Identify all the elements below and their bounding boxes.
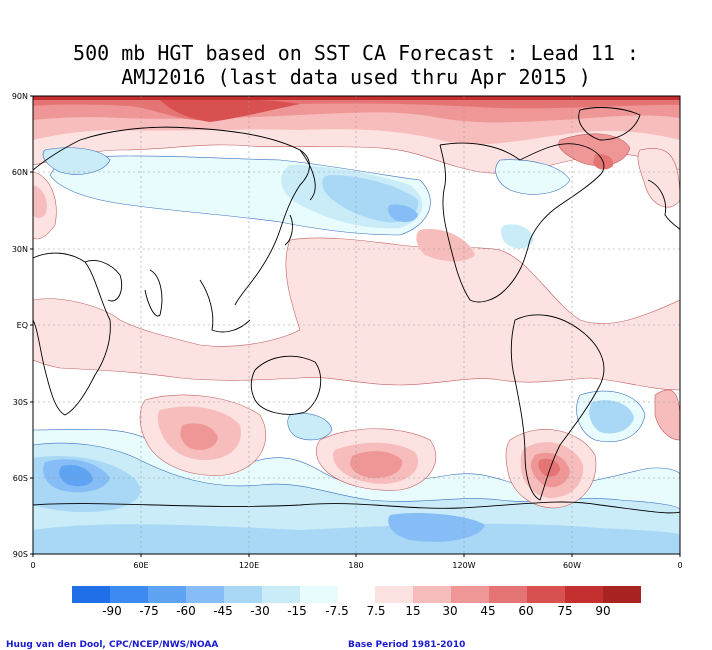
colorbar-swatch [489, 586, 528, 603]
colorbar-label: 30 [442, 604, 458, 618]
sh-negative-60 [59, 464, 93, 487]
europe-west-coast [647, 179, 680, 231]
colorbar-label: 60 [518, 604, 534, 618]
colorbar-label: -75 [139, 604, 159, 618]
colorbar-swatch [375, 586, 414, 603]
colorbar-swatch [147, 586, 187, 603]
map-title-line-2: AMJ2016 (last data used thru Apr 2015 ) [121, 65, 591, 89]
colorbar-label: 45 [480, 604, 496, 618]
colorbar-swatch [451, 586, 490, 603]
greenland-coast [578, 107, 641, 141]
lat-label-60s: 60S [13, 474, 28, 483]
indian-ocean-positive-30 [180, 423, 218, 450]
lon-label-120e: 120E [239, 561, 259, 570]
colorbar-swatch [261, 586, 301, 603]
tropical-positive-band [33, 237, 680, 391]
colorbar-label: -15 [287, 604, 307, 618]
map-title-line-1: 500 mb HGT based on SST CA Forecast : Le… [73, 41, 639, 65]
colorbar-label: 15 [405, 604, 421, 618]
south-america-coast [510, 314, 605, 501]
north-america-coast [439, 142, 605, 303]
colorbar-swatch [109, 586, 149, 603]
colorbar-swatch [413, 586, 452, 603]
south-pacific-positive-30 [350, 451, 403, 478]
arctic-band-75 [160, 98, 300, 122]
colorbar-swatch [299, 586, 339, 603]
author-credit: Huug van den Dool, CPC/NCEP/NWS/NOAA [6, 640, 219, 650]
lat-label-eq: EQ [17, 321, 28, 330]
lat-label-30n: 30N [12, 245, 28, 254]
anomaly-shading [33, 96, 680, 554]
sh-negative-45b [388, 513, 485, 542]
central-pacific-15 [416, 229, 475, 262]
east-atlantic-positive [654, 389, 680, 441]
colorbar-swatch [337, 586, 376, 603]
kamchatka-coast [299, 149, 316, 201]
india-coast [144, 269, 163, 317]
colorbar-swatch [603, 586, 642, 603]
colorbar-label: -30 [250, 604, 270, 618]
lon-label-0: 0 [30, 561, 35, 570]
colorbar-swatch [527, 586, 566, 603]
europe-positive-core [33, 185, 47, 219]
colorbar-swatch [223, 586, 263, 603]
colorbar-label: 90 [595, 604, 611, 618]
colorbar-swatch [72, 586, 111, 603]
arabia-coast [84, 260, 123, 302]
lon-label-0-east: 0 [677, 561, 682, 570]
na-negative-2 [500, 224, 534, 249]
lon-label-120w: 120W [452, 561, 475, 570]
greenland-positive [558, 133, 631, 167]
axis-ticks [30, 95, 681, 557]
lat-label-90n: 90N [12, 92, 28, 101]
se-asia-coast [199, 279, 251, 333]
lon-label-60e: 60E [133, 561, 148, 570]
south-america-positive-45 [538, 458, 560, 477]
coastlines [33, 107, 680, 514]
sh-negative-30b [33, 523, 680, 554]
lon-label-180: 180 [348, 561, 363, 570]
antarctica-coast [33, 501, 680, 514]
japan-coast [284, 214, 293, 246]
colorbar-label: -7.5 [325, 604, 349, 618]
australia-negative [287, 413, 333, 441]
colorbar-label: -90 [102, 604, 122, 618]
base-period-note: Base Period 1981-2010 [348, 640, 466, 650]
colorbar-swatch [185, 586, 225, 603]
lat-label-90s: 90S [13, 550, 28, 559]
colorbar-swatch [565, 586, 604, 603]
eurasia-coast [33, 126, 310, 306]
colorbar-label: -60 [176, 604, 196, 618]
atlantic-negative-30 [589, 400, 634, 434]
australia-coast [250, 355, 322, 415]
arctic-band-90 [33, 96, 680, 100]
lon-label-60w: 60W [563, 561, 581, 570]
graticule [33, 96, 680, 554]
lat-label-60n: 60N [12, 168, 28, 177]
colorbar-label: 75 [557, 604, 573, 618]
nh-negative-45 [387, 204, 418, 223]
colorbar-label: 7.5 [366, 604, 386, 618]
na-negative [495, 159, 571, 195]
lat-label-30s: 30S [13, 398, 28, 407]
colorbar-label: -45 [213, 604, 233, 618]
